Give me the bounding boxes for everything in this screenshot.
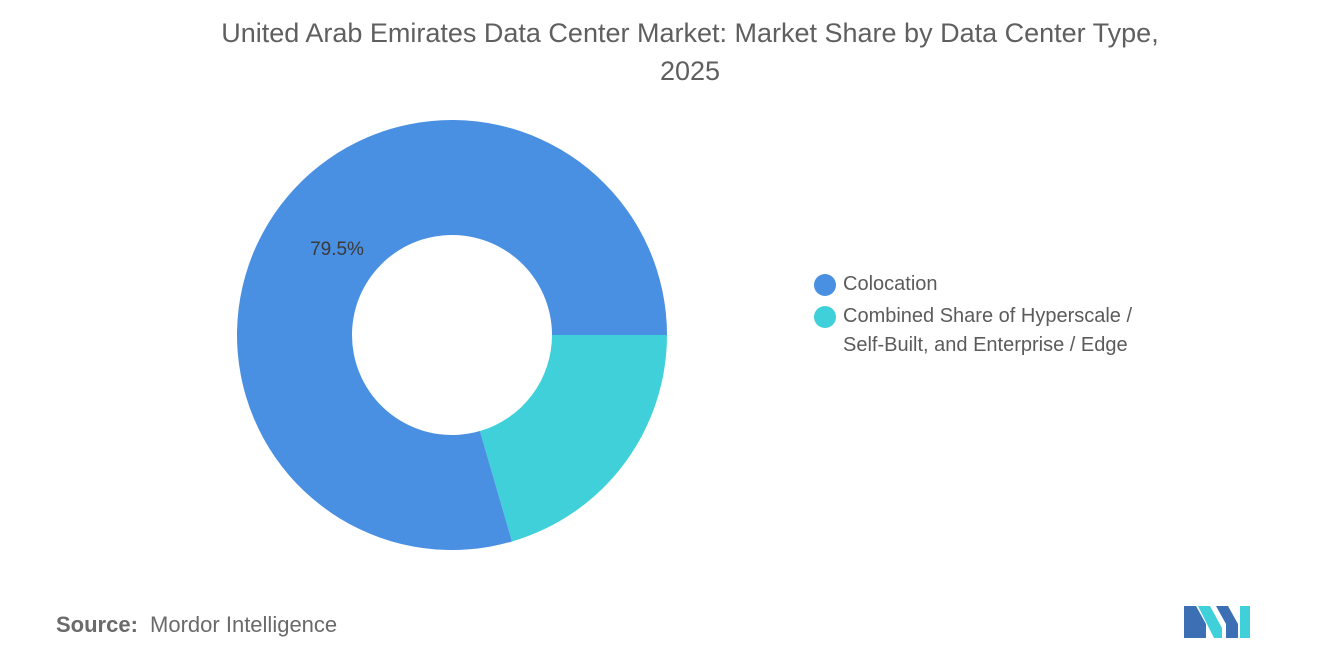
legend-label-combined-share-line-2: Self-Built, and Enterprise / Edge xyxy=(843,334,1128,356)
donut-slice-colocation[interactable] xyxy=(237,119,667,550)
donut-slice-combined-share[interactable] xyxy=(479,335,667,542)
logo-shape-4 xyxy=(1240,606,1250,638)
chart-title-line-1: United Arab Emirates Data Center Market:… xyxy=(221,18,1159,48)
legend-swatch-colocation xyxy=(814,274,836,296)
chart-title-line-2: 2025 xyxy=(659,56,721,86)
legend-label-colocation: Colocation xyxy=(843,273,938,295)
logo-shape-3 xyxy=(1216,606,1238,638)
source-note: Source: Mordor Intelligence xyxy=(56,612,337,638)
legend-swatch-combined-share xyxy=(814,306,836,328)
mordor-intelligence-logo-icon xyxy=(1184,606,1250,638)
source-key: Source: xyxy=(56,612,138,637)
legend-label-combined-share-line-1: Combined Share of Hyperscale / xyxy=(843,305,1133,327)
legend-item-combined-share[interactable]: Combined Share of Hyperscale / Self-Buil… xyxy=(814,302,1214,360)
chart-title: United Arab Emirates Data Center Market:… xyxy=(110,14,1270,90)
logo-shape-1 xyxy=(1184,606,1206,638)
legend-item-colocation[interactable]: Colocation xyxy=(814,270,1214,299)
chart-legend: Colocation Combined Share of Hyperscale … xyxy=(814,270,1214,363)
logo-shape-2 xyxy=(1198,606,1222,638)
data-label-colocation: 79.5% xyxy=(310,239,364,260)
source-value: Mordor Intelligence xyxy=(150,612,338,637)
